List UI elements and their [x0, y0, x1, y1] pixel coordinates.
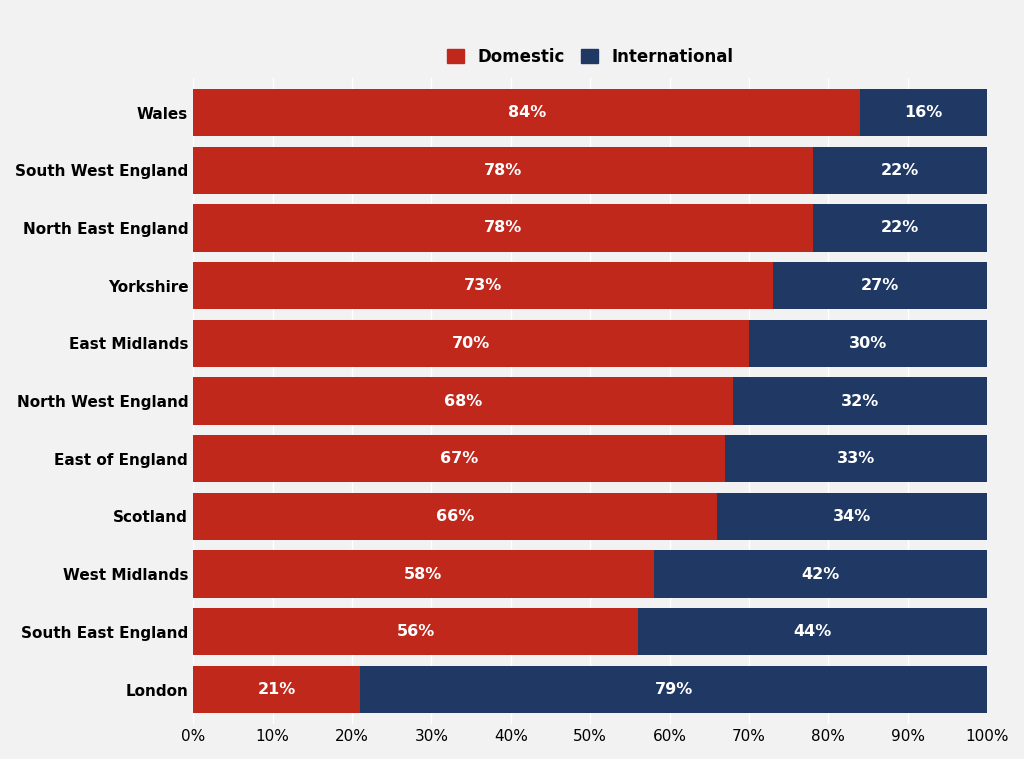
Bar	[194, 89, 860, 136]
Legend: Domestic, International: Domestic, International	[440, 41, 740, 72]
Text: 21%: 21%	[257, 682, 296, 697]
Text: 42%: 42%	[802, 567, 840, 581]
Bar	[194, 320, 749, 367]
Text: 58%: 58%	[404, 567, 442, 581]
Bar	[194, 608, 638, 656]
Text: 27%: 27%	[861, 278, 899, 293]
Bar	[717, 493, 987, 540]
Bar	[812, 146, 987, 194]
Text: 16%: 16%	[904, 105, 943, 120]
Text: 22%: 22%	[881, 162, 919, 178]
Text: 67%: 67%	[440, 452, 478, 466]
Bar	[359, 666, 987, 713]
Bar	[194, 262, 773, 310]
Text: 30%: 30%	[849, 335, 887, 351]
Bar	[860, 89, 987, 136]
Text: 56%: 56%	[396, 625, 434, 639]
Bar	[653, 550, 987, 598]
Text: 33%: 33%	[837, 452, 876, 466]
Bar	[725, 435, 987, 483]
Text: 84%: 84%	[508, 105, 546, 120]
Text: 78%: 78%	[483, 220, 522, 235]
Bar	[638, 608, 987, 656]
Bar	[194, 550, 653, 598]
Bar	[194, 666, 359, 713]
Bar	[749, 320, 987, 367]
Text: 66%: 66%	[436, 509, 474, 524]
Text: 32%: 32%	[841, 393, 880, 408]
Bar	[773, 262, 987, 310]
Text: 79%: 79%	[654, 682, 692, 697]
Bar	[194, 493, 717, 540]
Text: 70%: 70%	[452, 335, 490, 351]
Bar	[194, 377, 733, 425]
Bar	[812, 204, 987, 251]
Text: 68%: 68%	[444, 393, 482, 408]
Text: 34%: 34%	[834, 509, 871, 524]
Bar	[194, 146, 812, 194]
Text: 78%: 78%	[483, 162, 522, 178]
Bar	[194, 435, 725, 483]
Bar	[733, 377, 987, 425]
Text: 44%: 44%	[794, 625, 831, 639]
Text: 73%: 73%	[464, 278, 502, 293]
Text: 22%: 22%	[881, 220, 919, 235]
Bar	[194, 204, 812, 251]
